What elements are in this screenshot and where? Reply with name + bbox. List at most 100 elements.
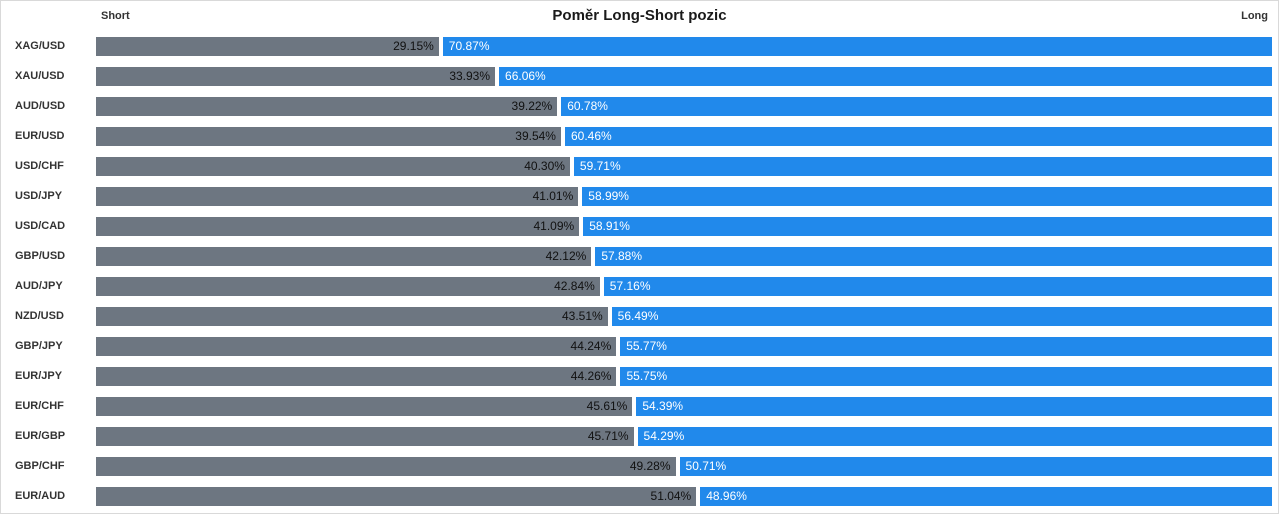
bar-row: NZD/USD 43.51% 56.49% [1,301,1278,331]
pair-label: GBP/CHF [15,460,65,472]
short-bar: 44.24% [96,336,617,356]
bar-track: 49.28% 50.71% [96,456,1272,476]
short-value: 41.09% [533,219,575,233]
long-value: 66.06% [505,69,546,83]
short-value: 51.04% [650,489,692,503]
short-bar: 41.01% [96,186,579,206]
bar-row: XAU/USD 33.93% 66.06% [1,61,1278,91]
long-axis-label: Long [1241,10,1268,22]
long-bar: 70.87% [442,36,1272,56]
bar-track: 39.22% 60.78% [96,96,1272,116]
short-bar: 33.93% [96,66,496,86]
long-value: 55.77% [626,339,667,353]
short-value: 29.15% [393,39,434,53]
long-value: 60.78% [567,99,608,113]
bar-track: 51.04% 48.96% [96,486,1272,506]
short-bar: 40.30% [96,156,570,176]
long-bar: 58.99% [582,186,1272,206]
long-bar: 60.46% [564,126,1272,146]
short-bar: 43.51% [96,306,608,326]
bar-row: GBP/USD 42.12% 57.88% [1,241,1278,271]
bar-row: EUR/AUD 51.04% 48.96% [1,481,1278,511]
short-bar: 45.71% [96,426,634,446]
bar-row: EUR/JPY 44.26% 55.75% [1,361,1278,391]
long-bar: 55.77% [620,336,1272,356]
short-value: 40.30% [524,159,565,173]
short-bar: 29.15% [96,36,439,56]
short-value: 39.22% [511,99,553,113]
pair-label: EUR/JPY [15,370,63,382]
long-value: 55.75% [626,369,668,383]
bar-row: XAG/USD 29.15% 70.87% [1,31,1278,61]
short-value: 42.12% [545,249,587,263]
long-bar: 54.29% [637,426,1272,446]
bar-track: 45.71% 54.29% [96,426,1272,446]
long-bar: 54.39% [636,396,1272,416]
chart-title: Poměr Long-Short pozic [552,7,727,24]
long-value: 59.71% [579,159,621,173]
short-value: 45.61% [586,399,628,413]
bar-row: EUR/GBP 45.71% 54.29% [1,421,1278,451]
long-bar: 57.16% [603,276,1272,296]
bar-row: AUD/JPY 42.84% 57.16% [1,271,1278,301]
bar-row: EUR/CHF 45.61% 54.39% [1,391,1278,421]
pair-label: XAG/USD [15,40,66,52]
short-bar: 51.04% [96,486,697,506]
short-bar: 42.12% [96,246,592,266]
short-bar: 41.09% [96,216,580,236]
pair-label: EUR/CHF [15,400,64,412]
bar-rows: XAG/USD 29.15% 70.87% XAU/USD 33.93% 66.06% AU… [1,31,1278,511]
pair-label: USD/CAD [15,220,66,232]
long-bar: 60.78% [561,96,1272,116]
long-bar: 50.71% [679,456,1272,476]
bar-track: 29.15% 70.87% [96,36,1272,56]
bar-track: 42.84% 57.16% [96,276,1272,296]
short-value: 42.84% [554,279,595,293]
bar-track: 43.51% 56.49% [96,306,1272,326]
short-bar: 44.26% [96,366,617,386]
long-value: 70.87% [448,39,490,53]
short-axis-label: Short [101,10,130,22]
bar-row: USD/CHF 40.30% 59.71% [1,151,1278,181]
long-value: 57.16% [609,279,651,293]
long-value: 48.96% [706,489,747,503]
short-value: 45.71% [587,429,629,443]
bar-track: 41.09% 58.91% [96,216,1272,236]
long-value: 58.99% [588,189,629,203]
long-bar: 56.49% [611,306,1272,326]
pair-label: XAU/USD [15,70,65,82]
pair-label: EUR/AUD [15,490,66,502]
pair-label: EUR/GBP [15,430,66,442]
short-bar: 45.61% [96,396,633,416]
short-bar: 39.22% [96,96,558,116]
short-value: 39.54% [515,129,556,143]
long-value: 56.49% [617,309,659,323]
long-bar: 66.06% [499,66,1272,86]
short-value: 41.01% [532,189,574,203]
bar-row: GBP/JPY 44.24% 55.77% [1,331,1278,361]
short-value: 33.93% [449,69,491,83]
pair-label: GBP/USD [15,250,66,262]
long-value: 54.29% [643,429,685,443]
short-bar: 42.84% [96,276,600,296]
long-value: 50.71% [685,459,727,473]
pair-label: NZD/USD [15,310,64,322]
bar-row: GBP/CHF 49.28% 50.71% [1,451,1278,481]
pair-label: AUD/USD [15,100,66,112]
long-value: 60.46% [570,129,612,143]
pair-label: USD/CHF [15,160,64,172]
bar-track: 42.12% 57.88% [96,246,1272,266]
bar-row: USD/CAD 41.09% 58.91% [1,211,1278,241]
chart-header: Short Poměr Long-Short pozic Long [1,1,1278,31]
long-bar: 57.88% [595,246,1272,266]
bar-row: EUR/USD 39.54% 60.46% [1,121,1278,151]
long-value: 57.88% [601,249,643,263]
pair-label: USD/JPY [15,190,63,202]
bar-row: AUD/USD 39.22% 60.78% [1,91,1278,121]
bar-track: 33.93% 66.06% [96,66,1272,86]
pair-label: GBP/JPY [15,340,63,352]
short-value: 43.51% [561,309,603,323]
long-value: 58.91% [589,219,630,233]
short-value: 44.24% [570,339,612,353]
